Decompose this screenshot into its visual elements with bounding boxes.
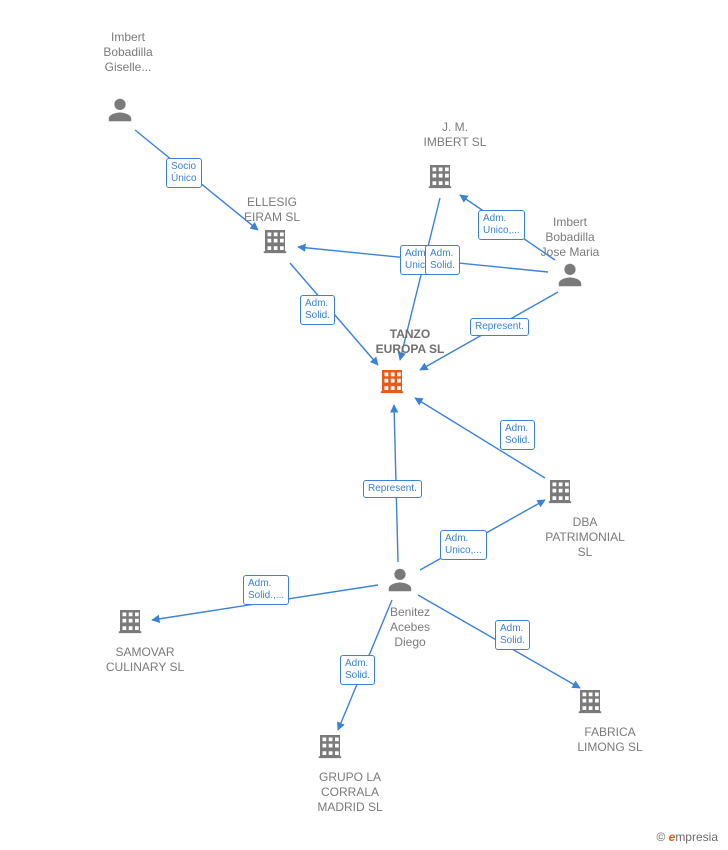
node-grupo[interactable] xyxy=(315,730,345,765)
node-label-benitez: Benitez Acebes Diego xyxy=(380,605,440,650)
node-label-tanzo: TANZO EUROPA SL xyxy=(360,327,460,357)
network-diagram: © empresia Socio Único Adm. Unico,... Adm.… xyxy=(0,0,728,850)
edge-label: Adm. Solid. xyxy=(300,295,335,325)
node-label-grupo: GRUPO LA CORRALA MADRID SL xyxy=(300,770,400,815)
edge-label: Adm. Solid. xyxy=(500,420,535,450)
edge-label: Represent. xyxy=(470,318,529,336)
building-icon xyxy=(575,685,605,715)
edge-label: Adm. Unico,... xyxy=(478,210,525,240)
edge-label: Represent. xyxy=(363,480,422,498)
node-jm_imbert[interactable] xyxy=(425,160,455,195)
edge-label: Adm. Solid. xyxy=(340,655,375,685)
building-icon xyxy=(315,730,345,760)
person-icon xyxy=(105,95,135,125)
edge-label: Adm. Solid. xyxy=(425,245,460,275)
building-icon xyxy=(260,225,290,255)
node-label-dba: DBA PATRIMONIAL SL xyxy=(535,515,635,560)
edge-label: Adm. Unico,... xyxy=(440,530,487,560)
node-fabrica[interactable] xyxy=(575,685,605,720)
node-label-fabrica: FABRICA LIMONG SL xyxy=(560,725,660,755)
node-label-imbert_jose: Imbert Bobadilla Jose Maria xyxy=(525,215,615,260)
edge-label: Socio Único xyxy=(166,158,202,188)
node-ellesig[interactable] xyxy=(260,225,290,260)
node-label-jm_imbert: J. M. IMBERT SL xyxy=(410,120,500,150)
copyright-symbol: © xyxy=(656,830,665,844)
edge-label: Adm. Solid. xyxy=(495,620,530,650)
node-label-samovar: SAMOVAR CULINARY SL xyxy=(90,645,200,675)
node-label-imbert_giselle: Imbert Bobadilla Giselle... xyxy=(88,30,168,75)
building-icon xyxy=(545,475,575,505)
node-samovar[interactable] xyxy=(115,605,145,640)
building-icon xyxy=(425,160,455,190)
node-label-ellesig: ELLESIG EIRAM SL xyxy=(232,195,312,225)
node-tanzo[interactable] xyxy=(377,365,407,400)
building-icon xyxy=(115,605,145,635)
building-icon xyxy=(377,365,407,395)
person-icon xyxy=(555,260,585,290)
person-icon xyxy=(385,565,415,595)
brand-rest: mpresia xyxy=(675,830,718,844)
node-imbert_jose[interactable] xyxy=(555,260,585,295)
edge-label: Adm. Solid.,... xyxy=(243,575,289,605)
node-benitez[interactable] xyxy=(385,565,415,600)
copyright: © empresia xyxy=(656,830,718,844)
node-dba[interactable] xyxy=(545,475,575,510)
node-imbert_giselle[interactable] xyxy=(105,95,135,130)
